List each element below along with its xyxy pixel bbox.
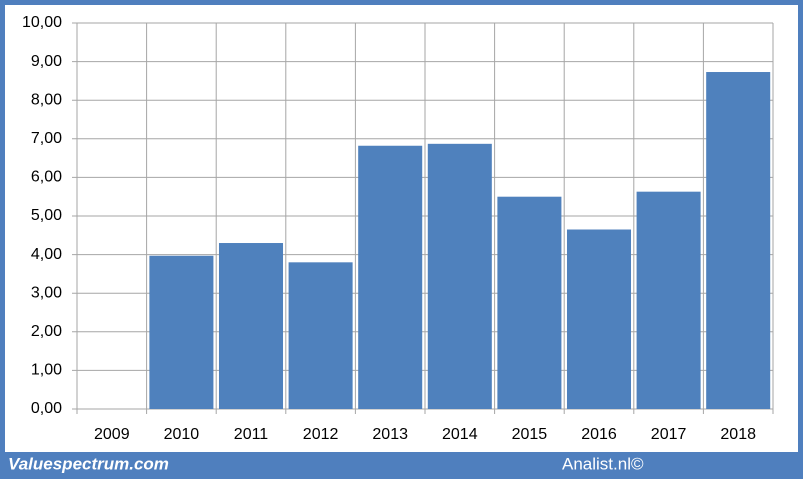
x-tick-label: 2012 [303,426,339,443]
x-tick-label: 2013 [372,426,408,443]
x-tick-label: 2009 [94,426,130,443]
footer-left: Valuespectrum.com [8,454,169,473]
bar [358,145,423,410]
y-tick-label: 0,00 [31,400,62,417]
footer-right: Analist.nl© [562,454,644,473]
bar [497,196,562,409]
x-tick-label: 2011 [234,426,269,443]
bar [218,243,284,409]
x-tick-label: 2018 [720,426,756,443]
x-tick-label: 2015 [512,426,548,443]
y-tick-label: 5,00 [31,207,62,224]
bar [636,191,701,409]
x-tick-label: 2014 [442,426,478,443]
y-tick-label: 2,00 [31,323,62,340]
bar [706,72,771,409]
y-tick-label: 9,00 [31,53,62,70]
bar [149,255,214,409]
bar [566,229,632,409]
y-tick-label: 8,00 [31,91,62,108]
x-tick-label: 2017 [651,426,687,443]
x-tick-label: 2016 [581,426,617,443]
y-tick-label: 10,00 [22,14,62,31]
y-tick-label: 1,00 [31,362,62,379]
y-tick-label: 6,00 [31,169,62,186]
bar [427,143,492,409]
y-tick-label: 3,00 [31,284,62,301]
bar [288,262,353,409]
y-tick-label: 7,00 [31,130,62,147]
y-tick-label: 4,00 [31,246,62,263]
x-tick-label: 2010 [164,426,200,443]
